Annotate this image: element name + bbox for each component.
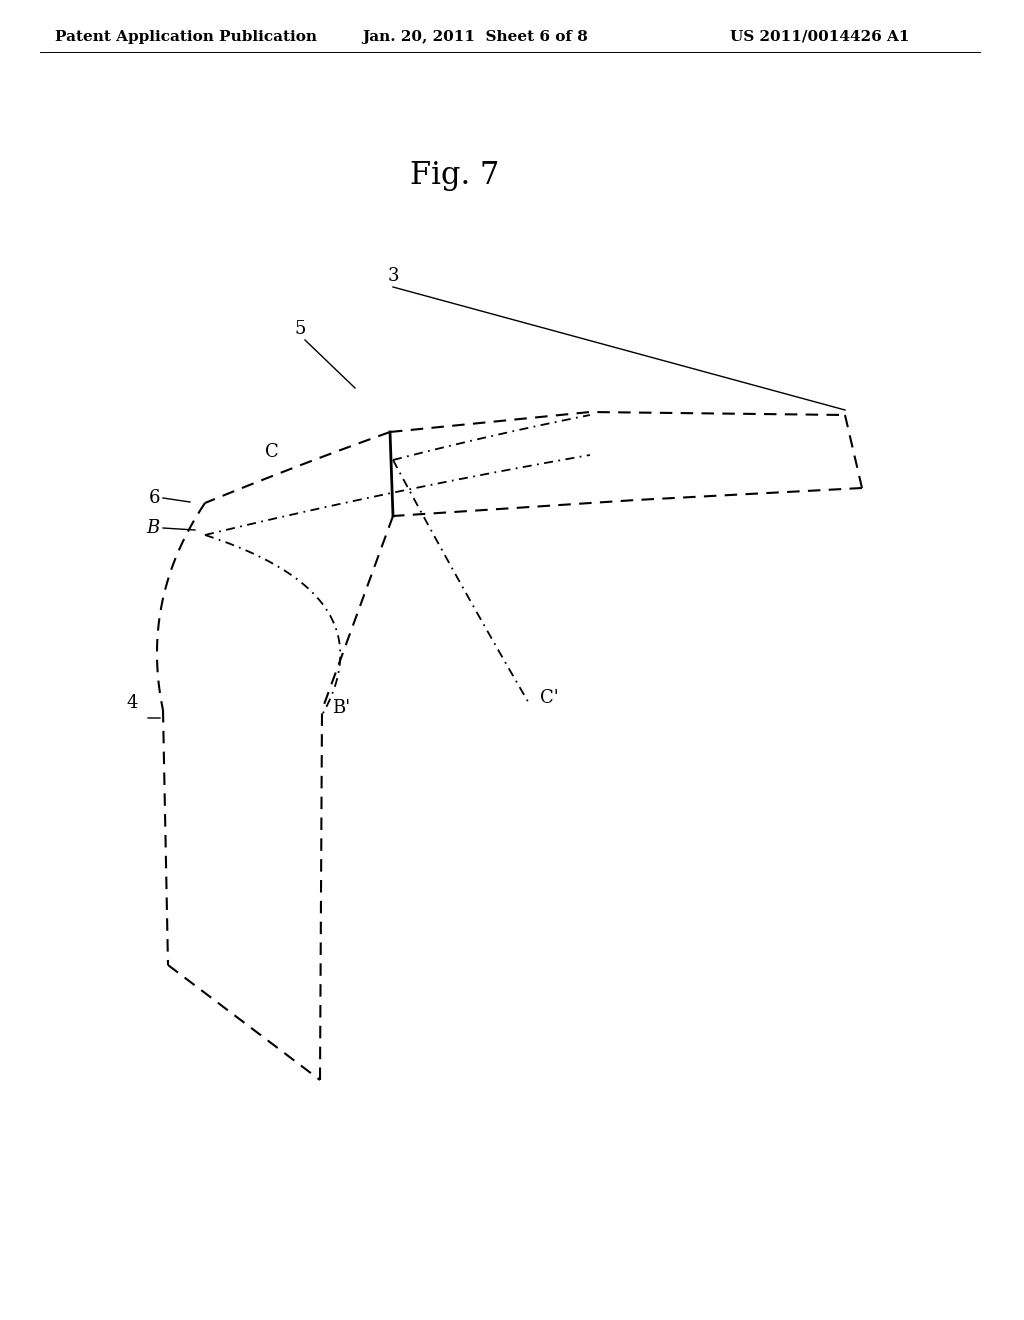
Text: Jan. 20, 2011  Sheet 6 of 8: Jan. 20, 2011 Sheet 6 of 8: [362, 30, 588, 44]
Text: 4: 4: [127, 694, 138, 711]
Text: C': C': [540, 689, 559, 708]
Text: US 2011/0014426 A1: US 2011/0014426 A1: [730, 30, 909, 44]
Text: B: B: [146, 519, 160, 537]
Text: C: C: [265, 444, 279, 461]
Text: 3: 3: [387, 267, 398, 285]
Text: Patent Application Publication: Patent Application Publication: [55, 30, 317, 44]
Text: Fig. 7: Fig. 7: [411, 160, 500, 191]
Text: 6: 6: [148, 488, 160, 507]
Text: 5: 5: [294, 319, 306, 338]
Text: B': B': [332, 700, 350, 717]
